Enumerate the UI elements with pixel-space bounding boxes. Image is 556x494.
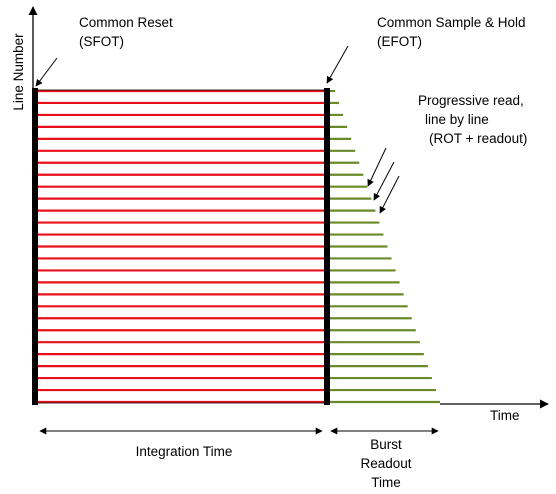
time-axis-label: Time bbox=[490, 408, 520, 423]
sample-hold-pointer-arrow bbox=[326, 45, 349, 84]
readout-lines bbox=[330, 89, 440, 404]
reset-pointer-arrow bbox=[35, 57, 58, 87]
common-sample-hold-label: Common Sample & Hold bbox=[377, 15, 526, 30]
integration-lines bbox=[38, 89, 325, 404]
common-reset-sublabel: (SFOT) bbox=[79, 34, 124, 49]
common-sample-hold-sublabel: (EFOT) bbox=[377, 34, 422, 49]
burst-readout-label-2: Readout bbox=[360, 456, 411, 471]
progressive-read-arrow-2 bbox=[373, 161, 395, 201]
progressive-read-label: Progressive read, bbox=[418, 93, 524, 108]
burst-readout-label-3: Time bbox=[371, 475, 401, 490]
progressive-read-arrow-3 bbox=[379, 175, 400, 214]
common-reset-label: Common Reset bbox=[79, 15, 173, 30]
progressive-read-arrow-1 bbox=[367, 147, 387, 187]
burst-readout-label-1: Burst bbox=[370, 437, 402, 452]
y-axis-label: Line Number bbox=[11, 33, 26, 111]
sample-hold-marker-bar bbox=[324, 88, 330, 405]
progressive-read-sublabel-2: (ROT + readout) bbox=[429, 131, 527, 146]
reset-marker-bar bbox=[32, 88, 38, 405]
integration-time-label: Integration Time bbox=[136, 444, 233, 459]
progressive-read-sublabel-1: line by line bbox=[425, 112, 489, 127]
